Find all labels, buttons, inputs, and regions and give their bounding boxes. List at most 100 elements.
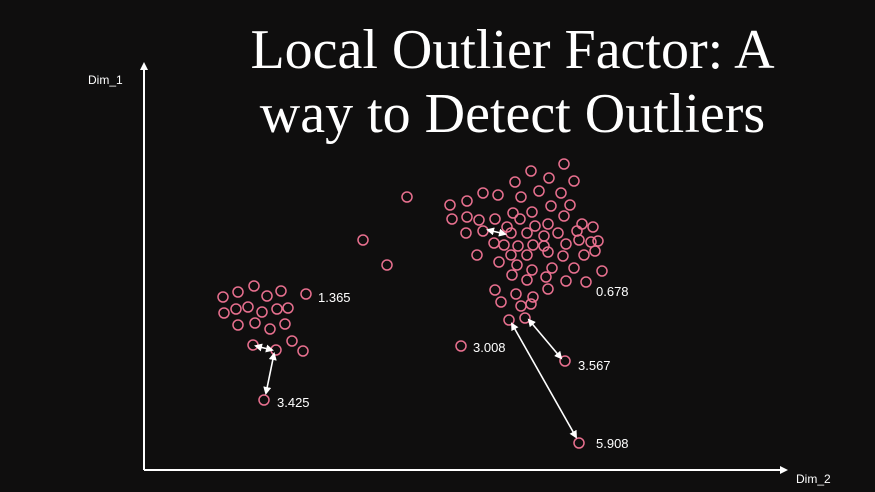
data-point bbox=[381, 259, 393, 271]
data-point bbox=[492, 189, 504, 201]
arrow-small-cluster-neighbor bbox=[254, 343, 274, 353]
data-point bbox=[542, 246, 554, 258]
data-point bbox=[297, 345, 309, 357]
data-point bbox=[519, 312, 531, 324]
data-point bbox=[521, 274, 533, 286]
data-point bbox=[526, 206, 538, 218]
data-point bbox=[573, 234, 585, 246]
data-point bbox=[510, 288, 522, 300]
data-point bbox=[568, 262, 580, 274]
data-point bbox=[493, 256, 505, 268]
data-point bbox=[576, 218, 588, 230]
lof-score-label: 1.365 bbox=[318, 290, 351, 305]
lof-score-label: 3.567 bbox=[578, 358, 611, 373]
data-point bbox=[461, 195, 473, 207]
data-point bbox=[473, 214, 485, 226]
data-point bbox=[592, 235, 604, 247]
data-point bbox=[247, 339, 259, 351]
arrow-large-cluster-neighbor bbox=[486, 227, 507, 237]
data-points bbox=[217, 158, 608, 449]
data-point bbox=[461, 211, 473, 223]
data-point bbox=[521, 227, 533, 239]
diagram-title: Local Outlier Factor: A way to Detect Ou… bbox=[150, 18, 875, 146]
data-point bbox=[543, 172, 555, 184]
lof-score-label: 3.425 bbox=[277, 395, 310, 410]
data-point bbox=[242, 301, 254, 313]
data-point bbox=[538, 240, 550, 252]
arrow-to-outlier-3567 bbox=[527, 318, 563, 360]
data-point bbox=[589, 245, 601, 257]
data-point bbox=[542, 218, 554, 230]
data-point bbox=[455, 340, 467, 352]
data-point bbox=[444, 199, 456, 211]
data-point bbox=[546, 262, 558, 274]
data-point bbox=[533, 185, 545, 197]
data-point bbox=[573, 437, 585, 449]
data-point bbox=[401, 191, 413, 203]
data-point bbox=[488, 237, 500, 249]
data-point bbox=[506, 269, 518, 281]
data-point bbox=[560, 275, 572, 287]
data-point bbox=[282, 302, 294, 314]
data-point bbox=[279, 318, 291, 330]
data-point bbox=[275, 285, 287, 297]
data-point bbox=[507, 207, 519, 219]
data-point bbox=[596, 265, 608, 277]
data-point bbox=[471, 249, 483, 261]
data-point bbox=[248, 280, 260, 292]
data-point bbox=[540, 271, 552, 283]
title-line-2: way to Detect Outliers bbox=[259, 83, 766, 145]
data-point bbox=[525, 298, 537, 310]
data-point bbox=[521, 249, 533, 261]
data-point bbox=[568, 175, 580, 187]
data-point bbox=[515, 191, 527, 203]
data-point bbox=[555, 187, 567, 199]
data-point bbox=[477, 225, 489, 237]
data-point bbox=[232, 319, 244, 331]
data-point bbox=[505, 249, 517, 261]
data-point bbox=[230, 303, 242, 315]
data-point bbox=[264, 323, 276, 335]
data-point bbox=[558, 158, 570, 170]
data-point bbox=[218, 307, 230, 319]
data-point bbox=[564, 199, 576, 211]
arrow-to-outlier-3425 bbox=[263, 352, 277, 395]
data-point bbox=[515, 300, 527, 312]
data-point bbox=[217, 291, 229, 303]
data-point bbox=[557, 250, 569, 262]
arrow-to-outlier-5908 bbox=[511, 322, 577, 439]
distance-arrows bbox=[254, 227, 577, 439]
data-point bbox=[578, 249, 590, 261]
data-point bbox=[580, 276, 592, 288]
data-point bbox=[232, 286, 244, 298]
data-point bbox=[495, 296, 507, 308]
data-point bbox=[249, 317, 261, 329]
data-point bbox=[511, 259, 523, 271]
title-line-1: Local Outlier Factor: A bbox=[250, 19, 775, 81]
data-point bbox=[512, 240, 524, 252]
data-point bbox=[545, 200, 557, 212]
data-point bbox=[527, 239, 539, 251]
data-point bbox=[526, 264, 538, 276]
data-point bbox=[286, 335, 298, 347]
data-point bbox=[489, 284, 501, 296]
data-point bbox=[271, 303, 283, 315]
data-point bbox=[538, 230, 550, 242]
data-point bbox=[489, 213, 501, 225]
data-point bbox=[270, 344, 282, 356]
data-point bbox=[558, 210, 570, 222]
x-axis-label: Dim_2 bbox=[796, 472, 831, 486]
data-point bbox=[542, 283, 554, 295]
data-point bbox=[587, 221, 599, 233]
lof-score-label: 0.678 bbox=[596, 284, 629, 299]
data-point bbox=[501, 221, 513, 233]
lof-score-label: 3.008 bbox=[473, 340, 506, 355]
data-point bbox=[525, 165, 537, 177]
data-point bbox=[503, 314, 515, 326]
data-point bbox=[514, 213, 526, 225]
data-point bbox=[509, 176, 521, 188]
data-point bbox=[529, 220, 541, 232]
data-point bbox=[300, 288, 312, 300]
data-point bbox=[552, 227, 564, 239]
